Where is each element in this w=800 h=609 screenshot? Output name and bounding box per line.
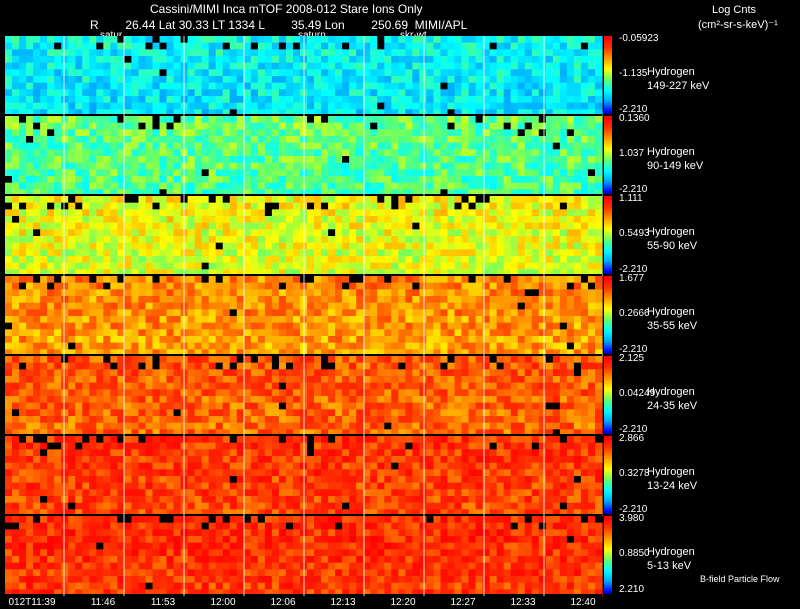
panel-species-label: Hydrogen: [647, 226, 695, 238]
panel-2: [5, 196, 603, 277]
colorbar-min-label: -2.210: [619, 504, 648, 515]
colorbar-max-label: -0.05923: [619, 33, 659, 44]
footer-note: B-field Particle Flow: [700, 574, 780, 584]
colorbar-3: [604, 276, 612, 354]
colorbar-min-label: -2.210: [619, 264, 648, 275]
annotation-skr: skr-wt: [400, 30, 427, 41]
colorbar-4: [604, 356, 612, 434]
colorbar-2: [604, 196, 612, 274]
panel-5: [5, 436, 603, 517]
panel-energy-label: 90-149 keV: [647, 160, 704, 172]
colorbar-mid-label: 0.3278: [619, 468, 650, 479]
panel-species-label: Hydrogen: [647, 466, 695, 478]
colorbar-max-label: 2.125: [619, 353, 645, 364]
colorbar-mid-label: 0.2666: [619, 308, 650, 319]
colorbar-min-label: -2.210: [619, 344, 648, 355]
panel-species-label: Hydrogen: [647, 386, 695, 398]
annotation-saturn: saturn: [298, 30, 326, 41]
colorbar-mid-label: 0.5493: [619, 228, 650, 239]
colorbar-min-label: -2.210: [619, 184, 648, 195]
panel-0: [5, 36, 603, 117]
chart-title: Cassini/MIMI Inca mTOF 2008-012 Stare Io…: [150, 2, 423, 16]
units-label: Log Cnts: [712, 4, 757, 16]
colorbar-6: [604, 516, 612, 594]
panel-energy-label: 5-13 keV: [647, 560, 692, 572]
colorbar-min-label: 2.210: [619, 584, 645, 595]
panel-species-label: Hydrogen: [647, 146, 695, 158]
ephemeris-line: R 26.44 Lat 30.33 LT 1334 L 35.49 Lon 25…: [90, 18, 468, 32]
panel-energy-label: 24-35 keV: [647, 400, 698, 412]
colorbar-mid-label: -1.135: [619, 68, 648, 79]
colorbar-1: [604, 116, 612, 194]
annotation-satur: satur: [100, 30, 123, 41]
colorbar-5: [604, 436, 612, 514]
x-tick-label: 12:40: [570, 597, 596, 608]
x-tick-label: 12:20: [390, 597, 416, 608]
colorbar-max-label: 3.980: [619, 513, 645, 524]
x-tick-label: 11:46: [90, 597, 116, 608]
colorbar-max-label: 2.866: [619, 433, 645, 444]
panel-species-label: Hydrogen: [647, 546, 695, 558]
colorbar-min-label: -2.210: [619, 424, 648, 435]
x-tick-label: 11:53: [150, 597, 176, 608]
colorbar-max-label: 0.1360: [619, 113, 650, 124]
panel-energy-label: 149-227 keV: [647, 80, 710, 92]
colorbar-mid-label: 1.037: [619, 148, 645, 159]
x-tick-label: 12:00: [210, 597, 236, 608]
panel-1: [5, 116, 603, 197]
panel-energy-label: 35-55 keV: [647, 320, 698, 332]
panel-species-label: Hydrogen: [647, 66, 695, 78]
units-label-2: (cm²-sr-s-keV)⁻¹: [698, 19, 778, 31]
panel-energy-label: 13-24 keV: [647, 480, 698, 492]
colorbar-min-label: -2.210: [619, 104, 648, 115]
panel-3: [5, 276, 603, 357]
panel-energy-label: 55-90 keV: [647, 240, 698, 252]
x-tick-label: 12:33: [510, 597, 536, 608]
x-tick-label: 012T11:39: [8, 597, 56, 608]
panel-6: [5, 516, 603, 597]
panel-species-label: Hydrogen: [647, 306, 695, 318]
colorbar-max-label: 1.111: [619, 193, 643, 204]
x-tick-label: 12:13: [330, 597, 356, 608]
colorbar-0: [604, 36, 612, 114]
colorbar-mid-label: 0.8850: [619, 548, 650, 559]
colorbar-max-label: 1.677: [619, 273, 645, 284]
x-tick-label: 12:06: [270, 597, 296, 608]
x-tick-label: 12:27: [450, 597, 476, 608]
colorbar-mid-label: 0.04249: [619, 388, 656, 399]
